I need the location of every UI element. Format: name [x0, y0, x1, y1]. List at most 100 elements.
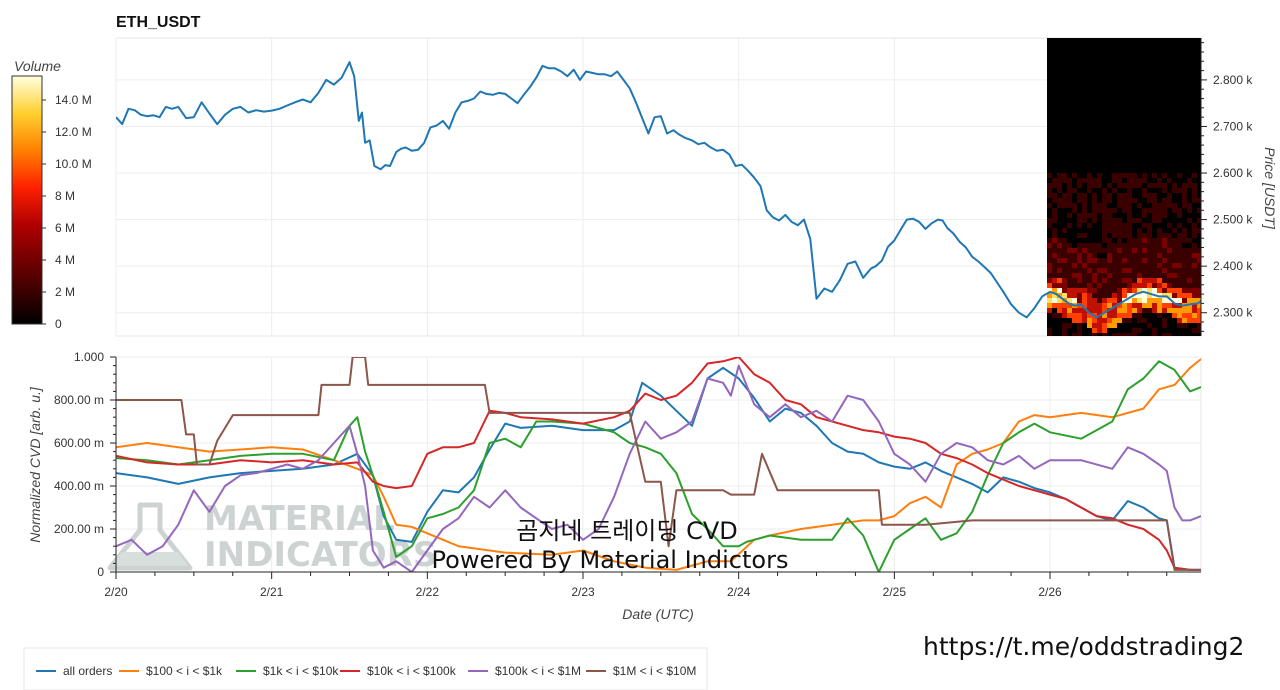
- heatmap-cell: [1067, 253, 1072, 258]
- heatmap-cell: [1137, 303, 1142, 308]
- heatmap-cell: [1127, 283, 1132, 288]
- heatmap-cell: [1097, 273, 1102, 278]
- heatmap-cell: [1192, 273, 1197, 278]
- heatmap-cell: [1087, 253, 1092, 258]
- heatmap-cell: [1142, 223, 1147, 228]
- heatmap-cell: [1092, 243, 1097, 248]
- heatmap-cell: [1067, 198, 1072, 203]
- heatmap-cell: [1087, 183, 1092, 188]
- heatmap-cell: [1182, 268, 1187, 273]
- heatmap-cell: [1152, 333, 1157, 336]
- heatmap-cell: [1182, 313, 1187, 318]
- heatmap-cell: [1132, 248, 1137, 253]
- heatmap-cell: [1132, 198, 1137, 203]
- heatmap-cell: [1112, 248, 1117, 253]
- heatmap-cell: [1192, 278, 1197, 283]
- x-tick-label: 2/21: [260, 585, 284, 599]
- heatmap-cell: [1072, 333, 1077, 336]
- heatmap-cell: [1182, 273, 1187, 278]
- heatmap-cell: [1067, 313, 1072, 318]
- heatmap-cell: [1047, 283, 1052, 288]
- heatmap-cell: [1122, 248, 1127, 253]
- heatmap-cell: [1057, 313, 1062, 318]
- heatmap-cell: [1102, 268, 1107, 273]
- heatmap-cell: [1187, 293, 1192, 298]
- heatmap-cell: [1177, 283, 1182, 288]
- legend-label: $10k < i < $100k: [367, 664, 457, 678]
- heatmap-cell: [1177, 308, 1182, 313]
- heatmap-cell: [1182, 188, 1187, 193]
- heatmap-cell: [1122, 198, 1127, 203]
- heatmap-cell: [1127, 333, 1132, 336]
- heatmap-cell: [1107, 208, 1112, 213]
- heatmap-cell: [1092, 203, 1097, 208]
- price-y-axis: 2.300 k 2.400 k 2.500 k 2.600 k 2.700 k 2.800…: [1200, 38, 1253, 336]
- heatmap-cell: [1077, 198, 1082, 203]
- heatmap-cell: [1087, 278, 1092, 283]
- heatmap-cell: [1082, 308, 1087, 313]
- heatmap-cell: [1112, 223, 1117, 228]
- heatmap-cell: [1192, 318, 1197, 323]
- heatmap-cell: [1137, 218, 1142, 223]
- telegram-link[interactable]: https://t.me/oddstrading2: [923, 632, 1245, 661]
- heatmap-cell: [1117, 198, 1122, 203]
- heatmap-cell: [1177, 243, 1182, 248]
- heatmap-cell: [1122, 223, 1127, 228]
- colorbar-tick-label: 12.0 M: [55, 125, 92, 139]
- heatmap-cell: [1157, 248, 1162, 253]
- heatmap-cell: [1147, 308, 1152, 313]
- heatmap-cell: [1147, 228, 1152, 233]
- heatmap-cell: [1192, 228, 1197, 233]
- heatmap-cell: [1052, 253, 1057, 258]
- heatmap-cell: [1127, 293, 1132, 298]
- heatmap-cell: [1192, 298, 1197, 303]
- heatmap-cell: [1127, 303, 1132, 308]
- heatmap-cell: [1057, 188, 1062, 193]
- heatmap-cell: [1137, 298, 1142, 303]
- heatmap-cell: [1172, 238, 1177, 243]
- heatmap-cell: [1062, 278, 1067, 283]
- heatmap-cell: [1162, 213, 1167, 218]
- heatmap-cell: [1102, 218, 1107, 223]
- heatmap-cell: [1132, 288, 1137, 293]
- heatmap-cell: [1152, 213, 1157, 218]
- heatmap-cell: [1122, 308, 1127, 313]
- heatmap-cell: [1167, 253, 1172, 258]
- heatmap-cell: [1162, 238, 1167, 243]
- heatmap-cell: [1142, 293, 1147, 298]
- heatmap-cell: [1152, 288, 1157, 293]
- heatmap-cell: [1057, 173, 1062, 178]
- heatmap-cell: [1167, 333, 1172, 336]
- heatmap-cell: [1187, 288, 1192, 293]
- heatmap-cell: [1067, 323, 1072, 328]
- heatmap-cell: [1077, 218, 1082, 223]
- heatmap-cell: [1162, 173, 1167, 178]
- heatmap-cell: [1097, 303, 1102, 308]
- heatmap-cell: [1082, 248, 1087, 253]
- cvd-series: [116, 357, 1201, 572]
- heatmap-cell: [1192, 308, 1197, 313]
- heatmap-cell: [1157, 218, 1162, 223]
- heatmap-cell: [1132, 183, 1137, 188]
- heatmap-cell: [1087, 283, 1092, 288]
- heatmap-cell: [1127, 238, 1132, 243]
- heatmap-cell: [1092, 283, 1097, 288]
- heatmap-cell: [1152, 268, 1157, 273]
- heatmap-cell: [1162, 258, 1167, 263]
- heatmap-cell: [1072, 208, 1077, 213]
- heatmap-cell: [1122, 253, 1127, 258]
- heatmap-cell: [1192, 243, 1197, 248]
- heatmap-cell: [1052, 243, 1057, 248]
- heatmap-cell: [1157, 203, 1162, 208]
- heatmap-cell: [1177, 173, 1182, 178]
- heatmap-cell: [1182, 278, 1187, 283]
- heatmap-cell: [1177, 318, 1182, 323]
- heatmap-cell: [1197, 313, 1201, 318]
- heatmap-cell: [1067, 298, 1072, 303]
- heatmap-cell: [1137, 258, 1142, 263]
- watermark-title: 곰지네 트레이딩 CVD: [516, 517, 737, 545]
- heatmap-cell: [1062, 198, 1067, 203]
- heatmap-cell: [1082, 318, 1087, 323]
- heatmap-cell: [1047, 173, 1052, 178]
- heatmap-cell: [1102, 308, 1107, 313]
